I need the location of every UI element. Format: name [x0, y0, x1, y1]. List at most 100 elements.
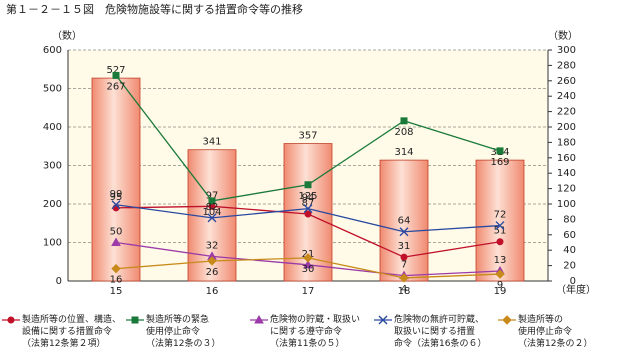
data-label: 94: [302, 193, 315, 204]
data-label: 64: [398, 216, 411, 227]
marker: [304, 181, 312, 189]
marker: [112, 71, 120, 79]
x-tick-label: 17: [302, 286, 315, 297]
data-label: 125: [298, 191, 317, 202]
y-axis-label: （数）: [52, 29, 82, 42]
marker: [495, 221, 505, 231]
data-label: 13: [494, 255, 507, 266]
data-label: 32: [206, 240, 219, 251]
legend-item: 危険物の無許可貯蔵、 取扱いに関する措置 命令（法第16条の６）: [372, 314, 496, 363]
bar: [379, 159, 429, 282]
bar-label: 341: [202, 137, 221, 148]
legend-label: 製造所等の緊急 使用停止命令 （法第12条の３）: [146, 315, 221, 349]
y2-tick-label: 0: [570, 276, 576, 287]
data-label: 50: [110, 227, 123, 238]
legend-label: 危険物の無許可貯蔵、 取扱いに関する措置 命令（法第16条の６）: [394, 315, 487, 349]
data-label: 31: [398, 241, 411, 252]
bar-label: 357: [298, 131, 317, 142]
data-label: 51: [494, 226, 507, 237]
data-label: 267: [106, 81, 125, 92]
y2-tick-label: 40: [563, 245, 576, 256]
marker: [254, 314, 264, 324]
marker: [400, 117, 408, 125]
y2-tick-label: 180: [557, 137, 576, 148]
data-label: 9: [497, 280, 503, 291]
bar-label: 527: [106, 65, 125, 76]
y2-tick-label: 300: [557, 45, 576, 56]
x-tick-label: 15: [110, 286, 123, 297]
marker: [496, 147, 504, 155]
bar: [475, 159, 525, 282]
marker: [399, 273, 409, 283]
marker: [304, 210, 312, 218]
legend-item: 製造所等の 使用停止命令 （法第12条の２）: [496, 314, 620, 363]
data-label: 87: [302, 198, 315, 209]
legend-label: 製造所等の 使用停止命令 （法第12条の２）: [518, 315, 593, 349]
y2-tick-label: 100: [557, 199, 576, 210]
data-label: 82: [206, 202, 219, 213]
y2-tick-label: 220: [557, 107, 576, 118]
marker: [303, 259, 313, 269]
x-tick-label: 18: [398, 286, 411, 297]
legend-icon: [374, 315, 392, 325]
legend: 製造所等の位置、構造、 設備に関する措置命令 （法第12条第２項） 製造所等の緊急…: [0, 314, 623, 363]
marker: [111, 263, 121, 274]
data-label: 99: [110, 189, 123, 200]
data-label: 26: [206, 267, 219, 278]
bar-label: 314: [394, 147, 413, 158]
y2-tick-label: 60: [563, 230, 576, 241]
data-label: 4: [401, 284, 407, 295]
y2-tick-label: 120: [557, 184, 576, 195]
marker: [495, 269, 505, 279]
data-label: 104: [202, 207, 221, 218]
marker: [399, 227, 409, 237]
legend-label: 製造所等の位置、構造、 設備に関する措置命令 （法第12条第２項）: [22, 315, 122, 349]
legend-item: 危険物の貯蔵・取扱い に関する遵守命令 （法第11条の５）: [248, 314, 372, 363]
y2-tick-label: 80: [563, 214, 576, 225]
data-label: 16: [110, 275, 123, 286]
data-label: 7: [401, 260, 407, 271]
y2-tick-label: 260: [557, 76, 576, 87]
y-tick-label: 600: [43, 45, 62, 56]
data-label: 30: [302, 264, 315, 275]
marker: [378, 315, 388, 325]
y2-tick-label: 140: [557, 168, 576, 179]
marker: [496, 238, 504, 246]
y2-tick-label: 240: [557, 91, 576, 102]
marker: [303, 204, 313, 214]
data-label: 95: [110, 192, 123, 203]
marker: [207, 256, 217, 266]
legend-icon: [126, 316, 144, 324]
marker: [400, 253, 408, 261]
y2-tick-label: 160: [557, 153, 576, 164]
marker: [207, 213, 217, 223]
bar: [91, 77, 141, 282]
marker: [303, 253, 313, 263]
legend-label: 危険物の貯蔵・取扱い に関する遵守命令 （法第11条の５）: [270, 315, 361, 349]
marker: [208, 197, 216, 205]
y-tick-label: 500: [43, 84, 62, 95]
y2-tick-label: 280: [557, 60, 576, 71]
y-tick-label: 200: [43, 199, 62, 210]
x-tick-label: 16: [206, 286, 219, 297]
data-label: 208: [394, 127, 413, 138]
x-axis-label: （年度）: [556, 283, 596, 296]
legend-icon: [2, 316, 20, 324]
data-label: 97: [206, 190, 219, 201]
legend-icon: [250, 314, 268, 324]
legend-item: 製造所等の位置、構造、 設備に関する措置命令 （法第12条第２項）: [0, 314, 124, 363]
data-label: 72: [494, 210, 507, 221]
legend-item: 製造所等の緊急 使用停止命令 （法第12条の３）: [124, 314, 248, 363]
y-tick-label: 400: [43, 122, 62, 133]
chart-title: 第１－２－１５図 危険物施設等に関する措置命令等の推移: [6, 2, 303, 16]
marker: [111, 237, 121, 246]
marker: [502, 315, 512, 325]
marker: [111, 200, 121, 210]
y-tick-label: 0: [56, 276, 62, 287]
chart: 第１－２－１５図 危険物施設等に関する措置命令等の推移 （数） （数） （年度）…: [6, 2, 596, 297]
marker: [7, 316, 15, 324]
y2-tick-label: 200: [557, 122, 576, 133]
legend-icon: [498, 315, 516, 325]
y2-axis-label: （数）: [548, 29, 578, 42]
